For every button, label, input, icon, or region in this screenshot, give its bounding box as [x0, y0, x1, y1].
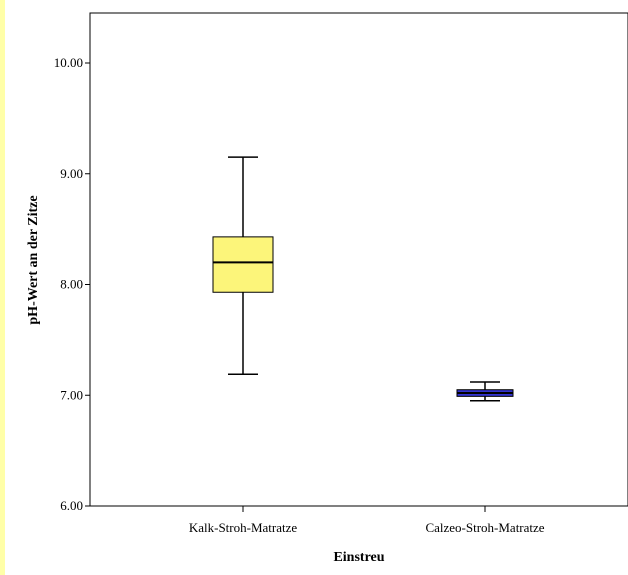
y-axis-title: pH-Wert an der Zitze	[26, 195, 41, 324]
x-tick-label: Calzeo-Stroh-Matratze	[425, 520, 544, 535]
iqr-box	[212, 236, 274, 293]
plot-area	[89, 12, 628, 507]
chart-frame: 6.00 7.00 8.00 9.00 10.00 Kalk-Stroh-Matratz…	[5, 0, 628, 575]
y-tick-label: 8.00	[60, 277, 83, 292]
boxplot-chart: 6.00 7.00 8.00 9.00 10.00 Kalk-Stroh-Matratz…	[26, 12, 628, 565]
y-tick-label: 6.00	[60, 498, 83, 513]
box-group	[212, 156, 274, 375]
y-tick-label: 7.00	[60, 387, 83, 402]
box-group	[456, 381, 514, 402]
x-tick-label: Kalk-Stroh-Matratze	[189, 520, 298, 535]
y-tick-label: 9.00	[60, 166, 83, 181]
y-tick-label: 10.00	[54, 55, 83, 70]
x-axis-title: Einstreu	[333, 550, 384, 565]
